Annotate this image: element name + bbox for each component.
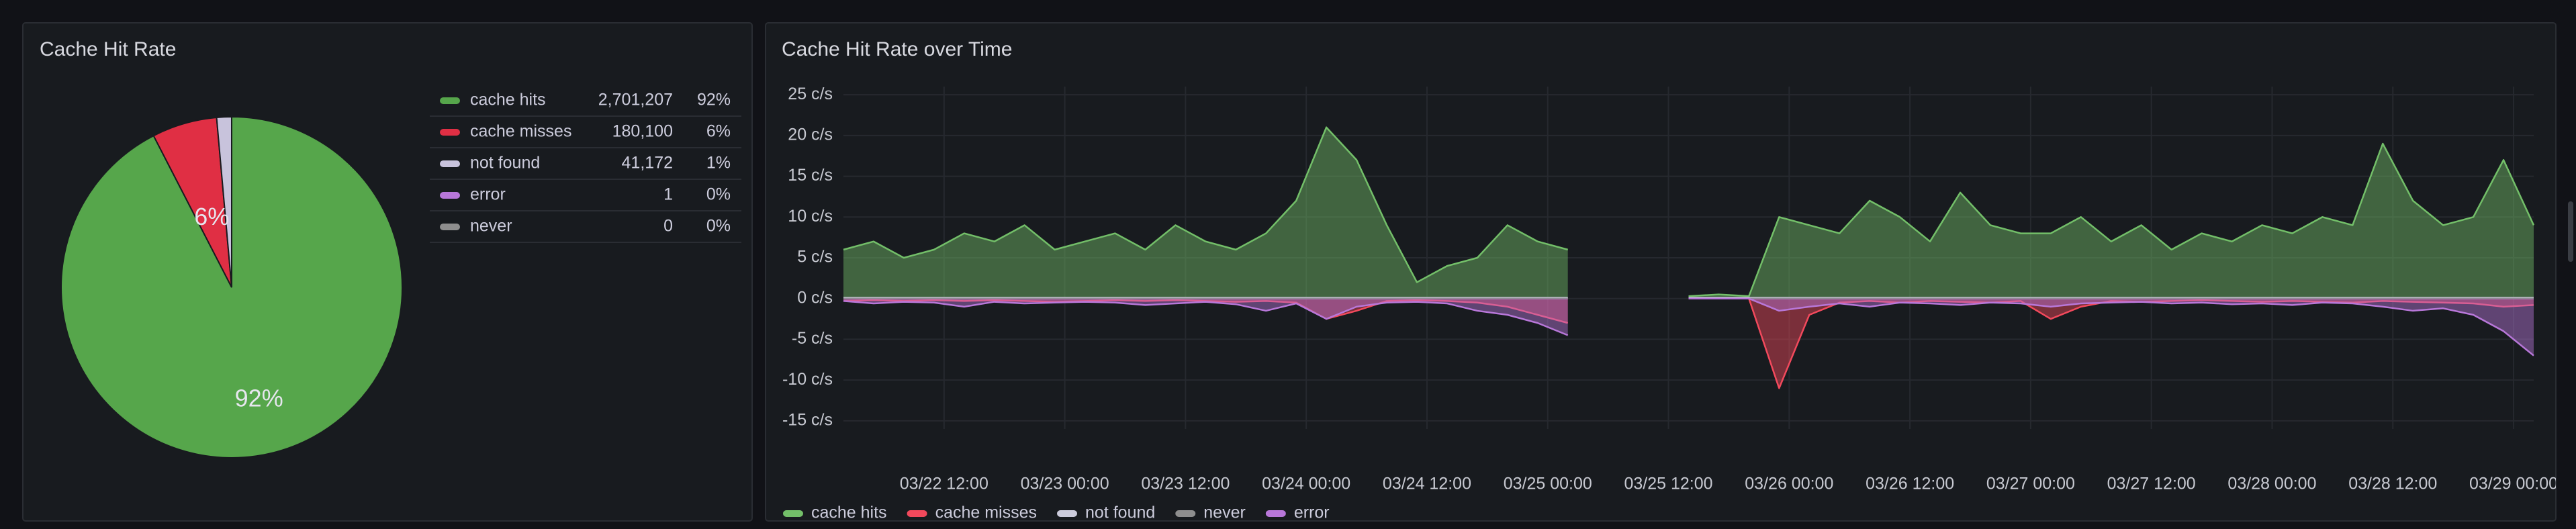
x-tick-label: 03/23 00:00 (1021, 475, 1109, 493)
x-tick-label: 03/27 00:00 (1986, 475, 2075, 493)
legend-value: 41,172 (622, 154, 673, 173)
x-tick-label: 03/29 00:00 (2469, 475, 2558, 493)
legend-percent: 1% (706, 154, 731, 173)
y-tick-label: 20 c/s (788, 125, 833, 144)
legend-swatch (783, 510, 803, 517)
legend-swatch (440, 160, 460, 167)
y-tick-label: -10 c/s (782, 370, 833, 389)
slice-label: 92% (235, 384, 283, 412)
y-tick-label: 15 c/s (788, 166, 833, 185)
legend-swatch (440, 224, 460, 230)
y-tick-label: -15 c/s (782, 410, 833, 429)
area-shade (843, 127, 2534, 299)
pie-slice (60, 115, 403, 459)
legend-percent: 92% (697, 91, 731, 109)
x-tick-label: 03/23 12:00 (1141, 475, 1230, 493)
x-tick-label: 03/24 12:00 (1383, 475, 1471, 493)
legend-label: never (470, 217, 512, 236)
legend-value: 2,701,207 (598, 91, 673, 109)
x-tick-label: 03/25 12:00 (1624, 475, 1712, 493)
legend-label: never (1203, 503, 1246, 522)
legend-percent: 0% (706, 185, 731, 204)
legend-label: cache hits (470, 91, 546, 109)
legend-value: 180,100 (612, 122, 673, 141)
pie-panel: 92% 6% cache hits 2,701,207 92% cache misses 1… (60, 91, 741, 459)
series-line (843, 297, 2534, 356)
legend-swatch (1057, 510, 1078, 517)
legend-swatch (1265, 510, 1286, 517)
legend-percent: 0% (706, 217, 731, 236)
x-tick-label: 03/25 00:00 (1504, 475, 1592, 493)
legend-value: 1 (663, 185, 673, 204)
legend-label: error (470, 185, 506, 204)
legend-swatch (440, 97, 460, 104)
x-tick-label: 03/26 00:00 (1745, 475, 1833, 493)
legend-swatch (440, 129, 460, 136)
x-tick-label: 03/28 00:00 (2227, 475, 2316, 493)
legend-label: not found (1085, 503, 1155, 522)
panel-title: Cache Hit Rate (40, 38, 176, 60)
timeseries-panel: 25 c/s 20 c/s 15 c/s 10 c/s 5 c/s 0 c/s -5 c/s… (782, 85, 2558, 522)
y-tick-label: -5 c/s (792, 329, 833, 348)
legend-swatch (440, 192, 460, 199)
x-tick-label: 03/22 12:00 (900, 475, 988, 493)
legend-value: 0 (663, 217, 673, 236)
legend-label: not found (470, 154, 540, 173)
panel-title: Cache Hit Rate over Time (782, 38, 1012, 60)
x-tick-label: 03/28 12:00 (2348, 475, 2437, 493)
legend-label: error (1294, 503, 1330, 522)
panel (765, 22, 2557, 522)
legend-label: cache hits (811, 503, 887, 522)
legend-label: cache misses (470, 122, 571, 141)
x-tick-label: 03/26 12:00 (1866, 475, 1954, 493)
y-tick-label: 0 c/s (797, 288, 833, 307)
y-tick-label: 10 c/s (788, 207, 833, 226)
y-tick-label: 5 c/s (797, 248, 833, 267)
x-tick-label: 03/24 00:00 (1262, 475, 1350, 493)
series-line (843, 126, 2535, 297)
legend-percent: 6% (706, 122, 731, 141)
legend-swatch (1175, 510, 1196, 517)
slice-label: 6% (194, 203, 229, 230)
scrollbar[interactable] (2568, 201, 2573, 262)
x-tick-label: 03/27 12:00 (2107, 475, 2196, 493)
y-tick-label: 25 c/s (788, 85, 833, 103)
legend-label: cache misses (935, 503, 1037, 522)
legend-swatch (907, 510, 927, 517)
